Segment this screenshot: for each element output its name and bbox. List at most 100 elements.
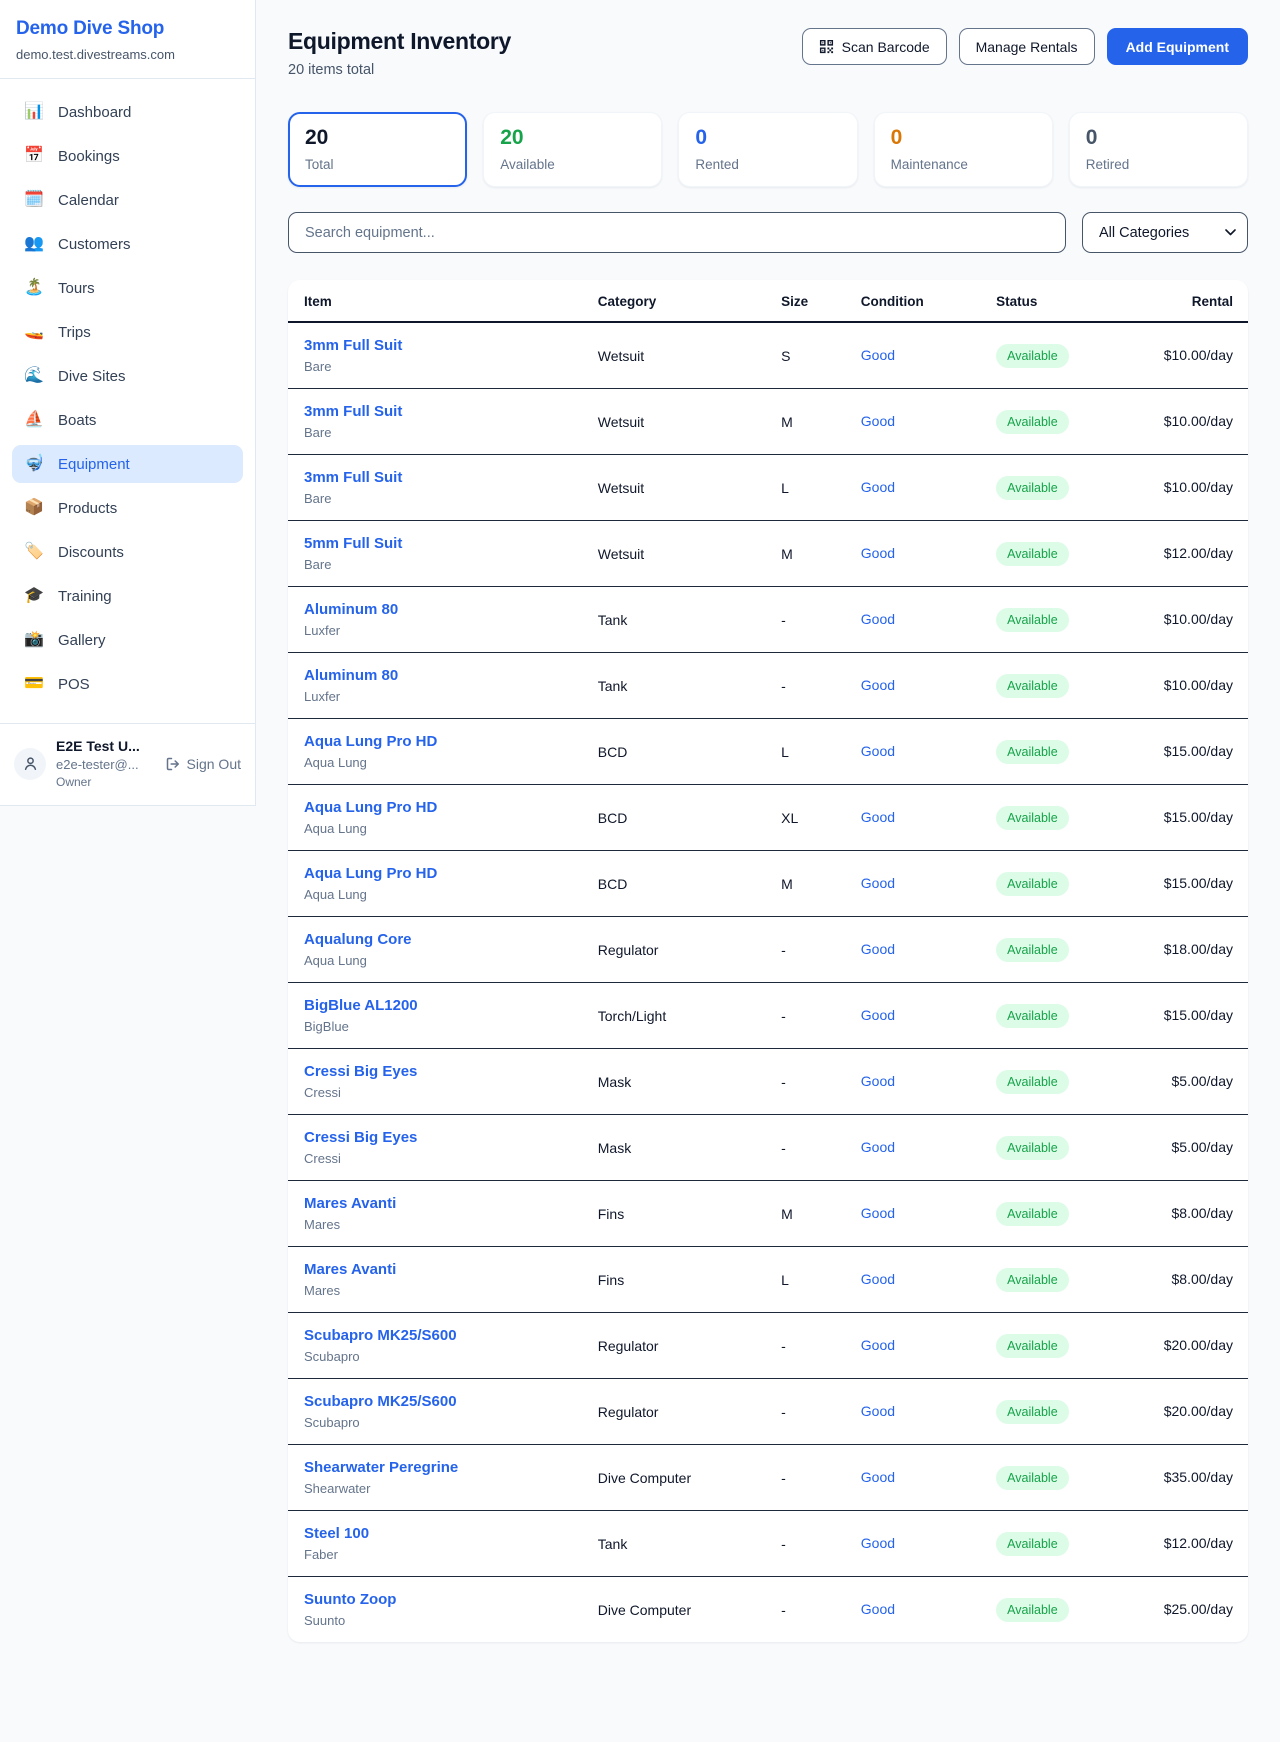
item-link[interactable]: Aqua Lung Pro HD bbox=[304, 865, 438, 882]
condition-link[interactable]: Good bbox=[860, 1336, 896, 1353]
sidebar-item-dashboard[interactable]: 📊 Dashboard bbox=[12, 93, 243, 131]
item-brand: Bare bbox=[304, 557, 332, 572]
tag-icon: 🏷️ bbox=[24, 543, 44, 560]
cell-size: M bbox=[765, 850, 845, 917]
item-brand: Bare bbox=[304, 425, 332, 440]
item-link[interactable]: Aqualung Core bbox=[304, 931, 412, 948]
cell-item: Aluminum 80 Luxfer bbox=[288, 652, 582, 719]
condition-link[interactable]: Good bbox=[860, 808, 896, 825]
sidebar-item-bookings[interactable]: 📅 Bookings bbox=[12, 137, 243, 175]
condition-link[interactable]: Good bbox=[860, 874, 896, 891]
condition-link[interactable]: Good bbox=[860, 478, 896, 495]
sidebar-item-calendar[interactable]: 🗓️ Calendar bbox=[12, 181, 243, 219]
sign-out-button[interactable]: Sign Out bbox=[165, 756, 241, 772]
table-row: Steel 100 Faber Tank - Good Available $12.00/d… bbox=[288, 1510, 1248, 1577]
sidebar-item-trips[interactable]: 🚤 Trips bbox=[12, 313, 243, 351]
condition-link[interactable]: Good bbox=[860, 676, 896, 693]
cell-condition: Good bbox=[844, 850, 981, 917]
condition-link[interactable]: Good bbox=[860, 940, 896, 957]
item-link[interactable]: Steel 100 bbox=[304, 1525, 370, 1542]
sidebar-item-training[interactable]: 🎓 Training bbox=[12, 577, 243, 615]
item-link[interactable]: 3mm Full Suit bbox=[304, 469, 403, 486]
manage-rentals-button[interactable]: Manage Rentals bbox=[958, 28, 1095, 65]
sidebar-item-discounts[interactable]: 🏷️ Discounts bbox=[12, 533, 243, 571]
item-link[interactable]: Cressi Big Eyes bbox=[304, 1129, 418, 1146]
stat-card-available[interactable]: 20 Available bbox=[483, 112, 663, 187]
condition-link[interactable]: Good bbox=[860, 1072, 896, 1089]
item-brand: Aqua Lung bbox=[304, 821, 367, 836]
item-link[interactable]: Scubapro MK25/S600 bbox=[304, 1327, 457, 1344]
condition-link[interactable]: Good bbox=[860, 610, 896, 627]
rental-price: $10.00/day bbox=[1163, 676, 1233, 693]
cell-item: BigBlue AL1200 BigBlue bbox=[288, 982, 582, 1049]
condition-link[interactable]: Good bbox=[860, 1006, 896, 1023]
sidebar-item-label: Tours bbox=[58, 279, 95, 297]
stat-card-maintenance[interactable]: 0 Maintenance bbox=[873, 112, 1053, 187]
cell-status: Available bbox=[980, 388, 1135, 455]
condition-link[interactable]: Good bbox=[860, 1138, 896, 1155]
sidebar-item-pos[interactable]: 💳 POS bbox=[12, 665, 243, 703]
add-equipment-label: Add Equipment bbox=[1125, 38, 1229, 55]
sidebar-item-equipment[interactable]: 🤿 Equipment bbox=[12, 445, 243, 483]
cell-category: BCD bbox=[581, 718, 766, 785]
item-link[interactable]: Suunto Zoop bbox=[304, 1591, 397, 1608]
sidebar-item-label: Gallery bbox=[58, 631, 106, 649]
item-link[interactable]: Aqua Lung Pro HD bbox=[304, 733, 438, 750]
cell-status: Available bbox=[980, 322, 1135, 389]
condition-link[interactable]: Good bbox=[860, 1600, 896, 1617]
cell-rental: $5.00/day bbox=[1134, 1114, 1248, 1181]
sidebar-item-customers[interactable]: 👥 Customers bbox=[12, 225, 243, 263]
item-link[interactable]: Mares Avanti bbox=[304, 1195, 397, 1212]
sidebar-item-gallery[interactable]: 📸 Gallery bbox=[12, 621, 243, 659]
cell-rental: $15.00/day bbox=[1134, 982, 1248, 1049]
cell-category: BCD bbox=[581, 784, 766, 851]
stat-card-total[interactable]: 20 Total bbox=[288, 112, 468, 187]
stat-card-retired[interactable]: 0 Retired bbox=[1068, 112, 1248, 187]
rental-price: $8.00/day bbox=[1171, 1270, 1234, 1287]
condition-link[interactable]: Good bbox=[860, 1204, 896, 1221]
item-link[interactable]: Cressi Big Eyes bbox=[304, 1063, 418, 1080]
item-link[interactable]: Aqua Lung Pro HD bbox=[304, 799, 438, 816]
condition-link[interactable]: Good bbox=[860, 412, 896, 429]
stat-value: 20 bbox=[305, 126, 329, 149]
sidebar-item-tours[interactable]: 🏝️ Tours bbox=[12, 269, 243, 307]
condition-link[interactable]: Good bbox=[860, 742, 896, 759]
condition-link[interactable]: Good bbox=[860, 1402, 896, 1419]
item-link[interactable]: 5mm Full Suit bbox=[304, 535, 403, 552]
item-link[interactable]: BigBlue AL1200 bbox=[304, 997, 418, 1014]
item-link[interactable]: 3mm Full Suit bbox=[304, 403, 403, 420]
condition-link[interactable]: Good bbox=[860, 346, 896, 363]
table-row: Scubapro MK25/S600 Scubapro Regulator - Good… bbox=[288, 1378, 1248, 1445]
stat-card-rented[interactable]: 0 Rented bbox=[678, 112, 858, 187]
column-header-condition: Condition bbox=[844, 280, 981, 323]
sidebar-item-boats[interactable]: ⛵ Boats bbox=[12, 401, 243, 439]
status-badge: Available bbox=[996, 541, 1069, 566]
sidebar-item-products[interactable]: 📦 Products bbox=[12, 489, 243, 527]
item-link[interactable]: Aluminum 80 bbox=[304, 667, 399, 684]
sidebar-item-dive-sites[interactable]: 🌊 Dive Sites bbox=[12, 357, 243, 395]
search-input[interactable] bbox=[288, 212, 1066, 253]
item-link[interactable]: Scubapro MK25/S600 bbox=[304, 1393, 457, 1410]
brand-title[interactable]: Demo Dive Shop bbox=[16, 18, 165, 39]
condition-link[interactable]: Good bbox=[860, 1534, 896, 1551]
condition-link[interactable]: Good bbox=[860, 1270, 896, 1287]
item-link[interactable]: 3mm Full Suit bbox=[304, 337, 403, 354]
cell-item: Cressi Big Eyes Cressi bbox=[288, 1114, 582, 1181]
condition-link[interactable]: Good bbox=[860, 544, 896, 561]
speedboat-icon: 🚤 bbox=[24, 323, 44, 340]
cell-rental: $20.00/day bbox=[1134, 1312, 1248, 1379]
item-brand: Scubapro bbox=[304, 1415, 360, 1430]
condition-link[interactable]: Good bbox=[860, 1468, 896, 1485]
status-badge: Available bbox=[996, 1531, 1069, 1556]
item-link[interactable]: Shearwater Peregrine bbox=[304, 1459, 459, 1476]
cell-size: S bbox=[765, 322, 845, 389]
cell-status: Available bbox=[980, 1378, 1135, 1445]
item-link[interactable]: Mares Avanti bbox=[304, 1261, 397, 1278]
cell-condition: Good bbox=[844, 1048, 981, 1115]
item-link[interactable]: Aluminum 80 bbox=[304, 601, 399, 618]
rental-price: $5.00/day bbox=[1171, 1072, 1234, 1089]
scan-barcode-button[interactable]: Scan Barcode bbox=[801, 28, 947, 65]
category-select[interactable]: All Categories bbox=[1082, 212, 1248, 253]
user-name: E2E Test U... bbox=[56, 738, 140, 754]
add-equipment-button[interactable]: Add Equipment bbox=[1106, 28, 1248, 65]
